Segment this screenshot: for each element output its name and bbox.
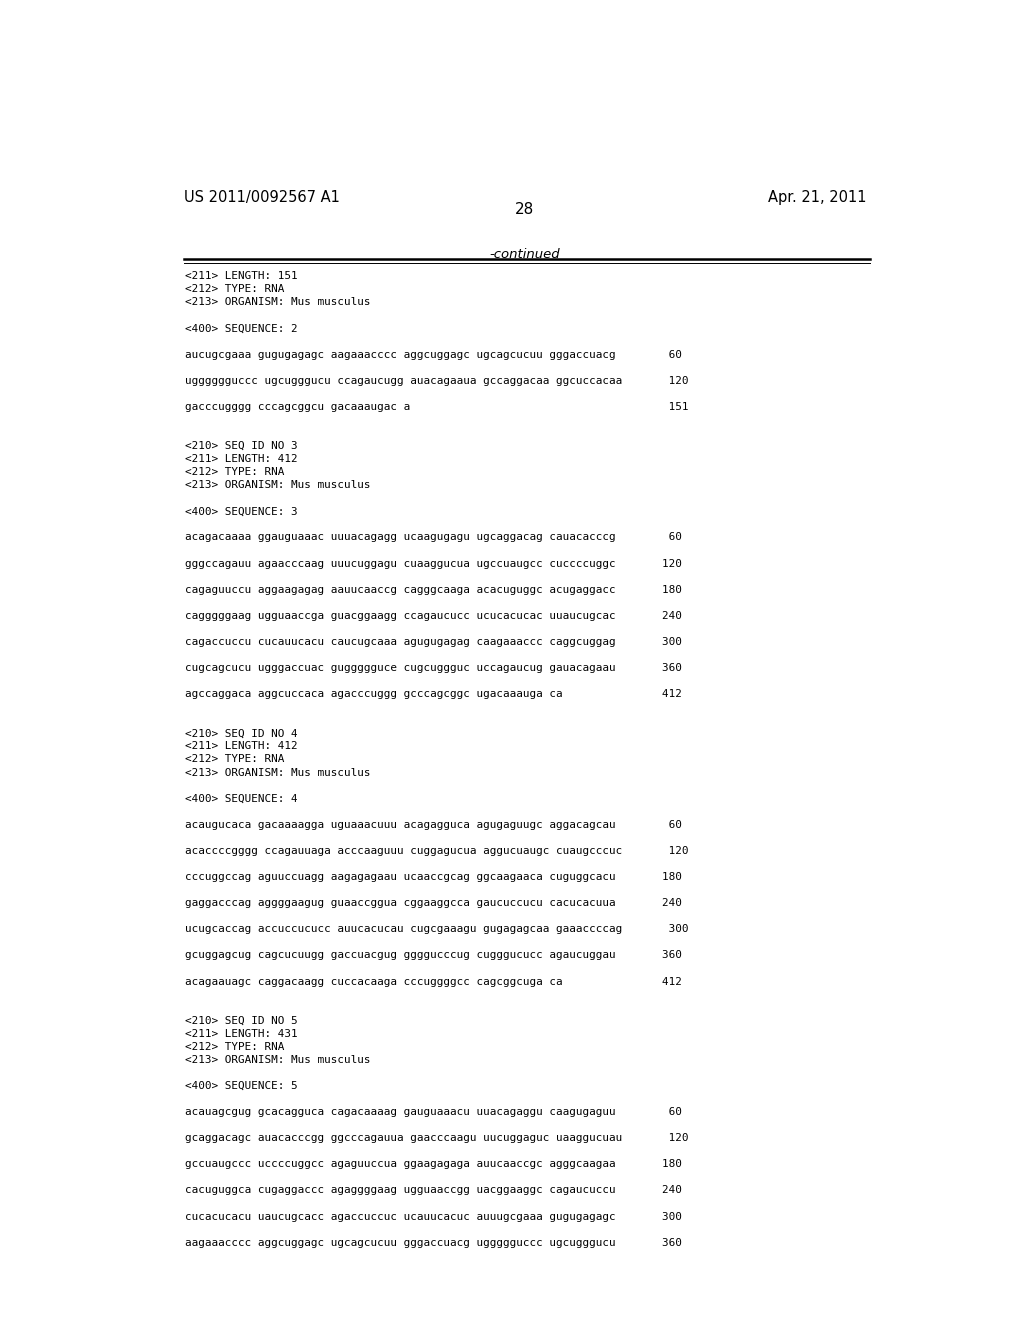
Text: <212> TYPE: RNA: <212> TYPE: RNA: [185, 284, 285, 294]
Text: cugcagcucu ugggaccuac guggggguce cugcuggguc uccagaucug gauacagaau       360: cugcagcucu ugggaccuac guggggguce cugcugg…: [185, 663, 682, 673]
Text: <400> SEQUENCE: 4: <400> SEQUENCE: 4: [185, 793, 298, 804]
Text: <211> LENGTH: 151: <211> LENGTH: 151: [185, 271, 298, 281]
Text: <213> ORGANISM: Mus musculus: <213> ORGANISM: Mus musculus: [185, 297, 371, 308]
Text: Apr. 21, 2011: Apr. 21, 2011: [768, 190, 866, 205]
Text: ugggggguccc ugcugggucu ccagaucugg auacagaaua gccaggacaa ggcuccacaa       120: ugggggguccc ugcugggucu ccagaucugg auacag…: [185, 376, 688, 385]
Text: US 2011/0092567 A1: US 2011/0092567 A1: [183, 190, 339, 205]
Text: <213> ORGANISM: Mus musculus: <213> ORGANISM: Mus musculus: [185, 767, 371, 777]
Text: cucacucacu uaucugcacc agaccuccuc ucauucacuc auuugcgaaa gugugagagc       300: cucacucacu uaucugcacc agaccuccuc ucauuca…: [185, 1212, 682, 1221]
Text: cacuguggca cugaggaccc agaggggaag ugguaaccgg uacggaaggc cagaucuccu       240: cacuguggca cugaggaccc agaggggaag ugguaac…: [185, 1185, 682, 1196]
Text: acagacaaaa ggauguaaac uuuacagagg ucaagugagu ugcaggacag cauacacccg        60: acagacaaaa ggauguaaac uuuacagagg ucaagug…: [185, 532, 682, 543]
Text: agccaggaca aggcuccaca agacccuggg gcccagcggc ugacaaauga ca               412: agccaggaca aggcuccaca agacccuggg gcccagc…: [185, 689, 682, 700]
Text: gcuggagcug cagcucuugg gaccuacgug ggggucccug cugggucucc agaucuggau       360: gcuggagcug cagcucuugg gaccuacgug ggggucc…: [185, 950, 682, 961]
Text: <212> TYPE: RNA: <212> TYPE: RNA: [185, 755, 285, 764]
Text: <211> LENGTH: 412: <211> LENGTH: 412: [185, 742, 298, 751]
Text: cagaccuccu cucauucacu caucugcaaa agugugagag caagaaaccc caggcuggag       300: cagaccuccu cucauucacu caucugcaaa aguguga…: [185, 638, 682, 647]
Text: <211> LENGTH: 412: <211> LENGTH: 412: [185, 454, 298, 465]
Text: <400> SEQUENCE: 2: <400> SEQUENCE: 2: [185, 323, 298, 334]
Text: <210> SEQ ID NO 5: <210> SEQ ID NO 5: [185, 1015, 298, 1026]
Text: gacccugggg cccagcggcu gacaaaugac a                                       151: gacccugggg cccagcggcu gacaaaugac a 151: [185, 401, 688, 412]
Text: acagaauagc caggacaagg cuccacaaga cccuggggcc cagcggcuga ca               412: acagaauagc caggacaagg cuccacaaga cccuggg…: [185, 977, 682, 986]
Text: cagggggaag ugguaaccga guacggaagg ccagaucucc ucucacucac uuaucugcac       240: cagggggaag ugguaaccga guacggaagg ccagauc…: [185, 611, 682, 620]
Text: <212> TYPE: RNA: <212> TYPE: RNA: [185, 1041, 285, 1052]
Text: gggccagauu agaacccaag uuucuggagu cuaaggucua ugccuaugcc cuccccuggc       120: gggccagauu agaacccaag uuucuggagu cuaaggu…: [185, 558, 682, 569]
Text: aucugcgaaa gugugagagc aagaaacccc aggcuggagc ugcagcucuu gggaccuacg        60: aucugcgaaa gugugagagc aagaaacccc aggcugg…: [185, 350, 682, 359]
Text: cccuggccag aguuccuagg aagagagaau ucaaccgcag ggcaagaaca cuguggcacu       180: cccuggccag aguuccuagg aagagagaau ucaaccg…: [185, 873, 682, 882]
Text: aagaaacccc aggcuggagc ugcagcucuu gggaccuacg uggggguccc ugcugggucu       360: aagaaacccc aggcuggagc ugcagcucuu gggaccu…: [185, 1238, 682, 1247]
Text: 28: 28: [515, 202, 535, 216]
Text: <210> SEQ ID NO 3: <210> SEQ ID NO 3: [185, 441, 298, 451]
Text: <400> SEQUENCE: 3: <400> SEQUENCE: 3: [185, 507, 298, 516]
Text: -continued: -continued: [489, 248, 560, 261]
Text: acaccccgggg ccagauuaga acccaaguuu cuggagucua aggucuaugc cuaugcccuc       120: acaccccgggg ccagauuaga acccaaguuu cuggag…: [185, 846, 688, 855]
Text: <213> ORGANISM: Mus musculus: <213> ORGANISM: Mus musculus: [185, 480, 371, 490]
Text: acauagcgug gcacagguca cagacaaaag gauguaaacu uuacagaggu caagugaguu        60: acauagcgug gcacagguca cagacaaaag gauguaa…: [185, 1107, 682, 1117]
Text: ucugcaccag accuccucucc auucacucau cugcgaaagu gugagagcaa gaaaccccag       300: ucugcaccag accuccucucc auucacucau cugcga…: [185, 924, 688, 935]
Text: <213> ORGANISM: Mus musculus: <213> ORGANISM: Mus musculus: [185, 1055, 371, 1065]
Text: <212> TYPE: RNA: <212> TYPE: RNA: [185, 467, 285, 477]
Text: cagaguuccu aggaagagag aauucaaccg cagggcaaga acacuguggc acugaggacc       180: cagaguuccu aggaagagag aauucaaccg cagggca…: [185, 585, 682, 595]
Text: <400> SEQUENCE: 5: <400> SEQUENCE: 5: [185, 1081, 298, 1092]
Text: acaugucaca gacaaaagga uguaaacuuu acagagguca agugaguugc aggacagcau        60: acaugucaca gacaaaagga uguaaacuuu acagagg…: [185, 820, 682, 830]
Text: gccuaugccc uccccuggcc agaguuccua ggaagagaga auucaaccgc agggcaagaa       180: gccuaugccc uccccuggcc agaguuccua ggaagag…: [185, 1159, 682, 1170]
Text: <210> SEQ ID NO 4: <210> SEQ ID NO 4: [185, 729, 298, 738]
Text: gaggacccag aggggaagug guaaccggua cggaaggcca gaucuccucu cacucacuua       240: gaggacccag aggggaagug guaaccggua cggaagg…: [185, 898, 682, 908]
Text: gcaggacagc auacacccgg ggcccagauua gaacccaagu uucuggaguc uaaggucuau       120: gcaggacagc auacacccgg ggcccagauua gaaccc…: [185, 1134, 688, 1143]
Text: <211> LENGTH: 431: <211> LENGTH: 431: [185, 1028, 298, 1039]
